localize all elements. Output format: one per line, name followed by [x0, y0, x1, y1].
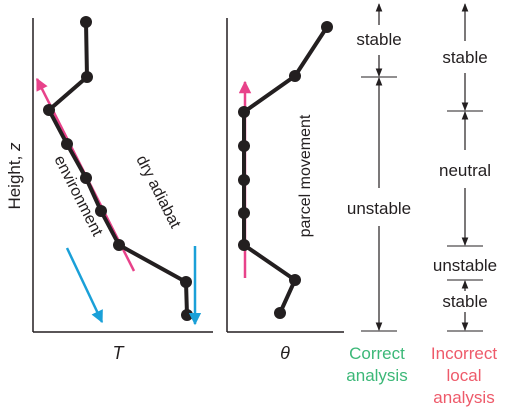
temperature-panel: Height, z T environment dry adiabat — [5, 16, 213, 363]
environment-point — [181, 309, 193, 321]
theta-point — [238, 174, 250, 186]
incorrect-title-line3: analysis — [433, 388, 494, 407]
theta-point — [238, 207, 250, 219]
theta-point — [321, 21, 333, 33]
incorrect-neutral-label: neutral — [439, 161, 491, 180]
descending-arrow-left — [65, 247, 104, 324]
environment-point — [180, 276, 192, 288]
potential-temperature-panel: θ parcel movement — [226, 18, 344, 363]
correct-analysis-column: stable unstable Correct analysis — [346, 3, 411, 385]
dry-adiabat-label: dry adiabat — [132, 153, 183, 232]
theta-point — [289, 70, 301, 82]
environment-point — [95, 205, 107, 217]
theta-point — [289, 274, 301, 286]
incorrect-stable-top-label: stable — [442, 48, 487, 67]
environment-point — [80, 172, 92, 184]
theta-point — [238, 106, 250, 118]
incorrect-title-line1: Incorrect — [431, 344, 497, 363]
correct-title-line1: Correct — [349, 344, 405, 363]
environment-point — [81, 71, 93, 83]
incorrect-unstable-label: unstable — [433, 256, 497, 275]
correct-title-line2: analysis — [346, 366, 407, 385]
parcel-movement-label: parcel movement — [297, 114, 314, 237]
environment-point — [80, 16, 92, 28]
y-axis-label: Height, z — [5, 142, 24, 210]
theta-profile-line — [242, 25, 329, 314]
environment-points — [43, 16, 193, 321]
incorrect-analysis-column: stable neutral unstable stable Incorrect… — [431, 3, 497, 407]
correct-unstable-label: unstable — [347, 199, 411, 218]
theta-point — [238, 239, 250, 251]
theta-point — [238, 140, 250, 152]
environment-point — [61, 138, 73, 150]
incorrect-stable-bottom-label: stable — [442, 292, 487, 311]
x-axis-label-theta: θ — [280, 343, 290, 363]
environment-point — [113, 239, 125, 251]
incorrect-title-line2: local — [447, 366, 482, 385]
theta-points — [238, 21, 333, 319]
x-axis-label-T: T — [113, 343, 126, 363]
correct-stable-label: stable — [356, 30, 401, 49]
theta-point — [274, 307, 286, 319]
environment-point — [43, 104, 55, 116]
